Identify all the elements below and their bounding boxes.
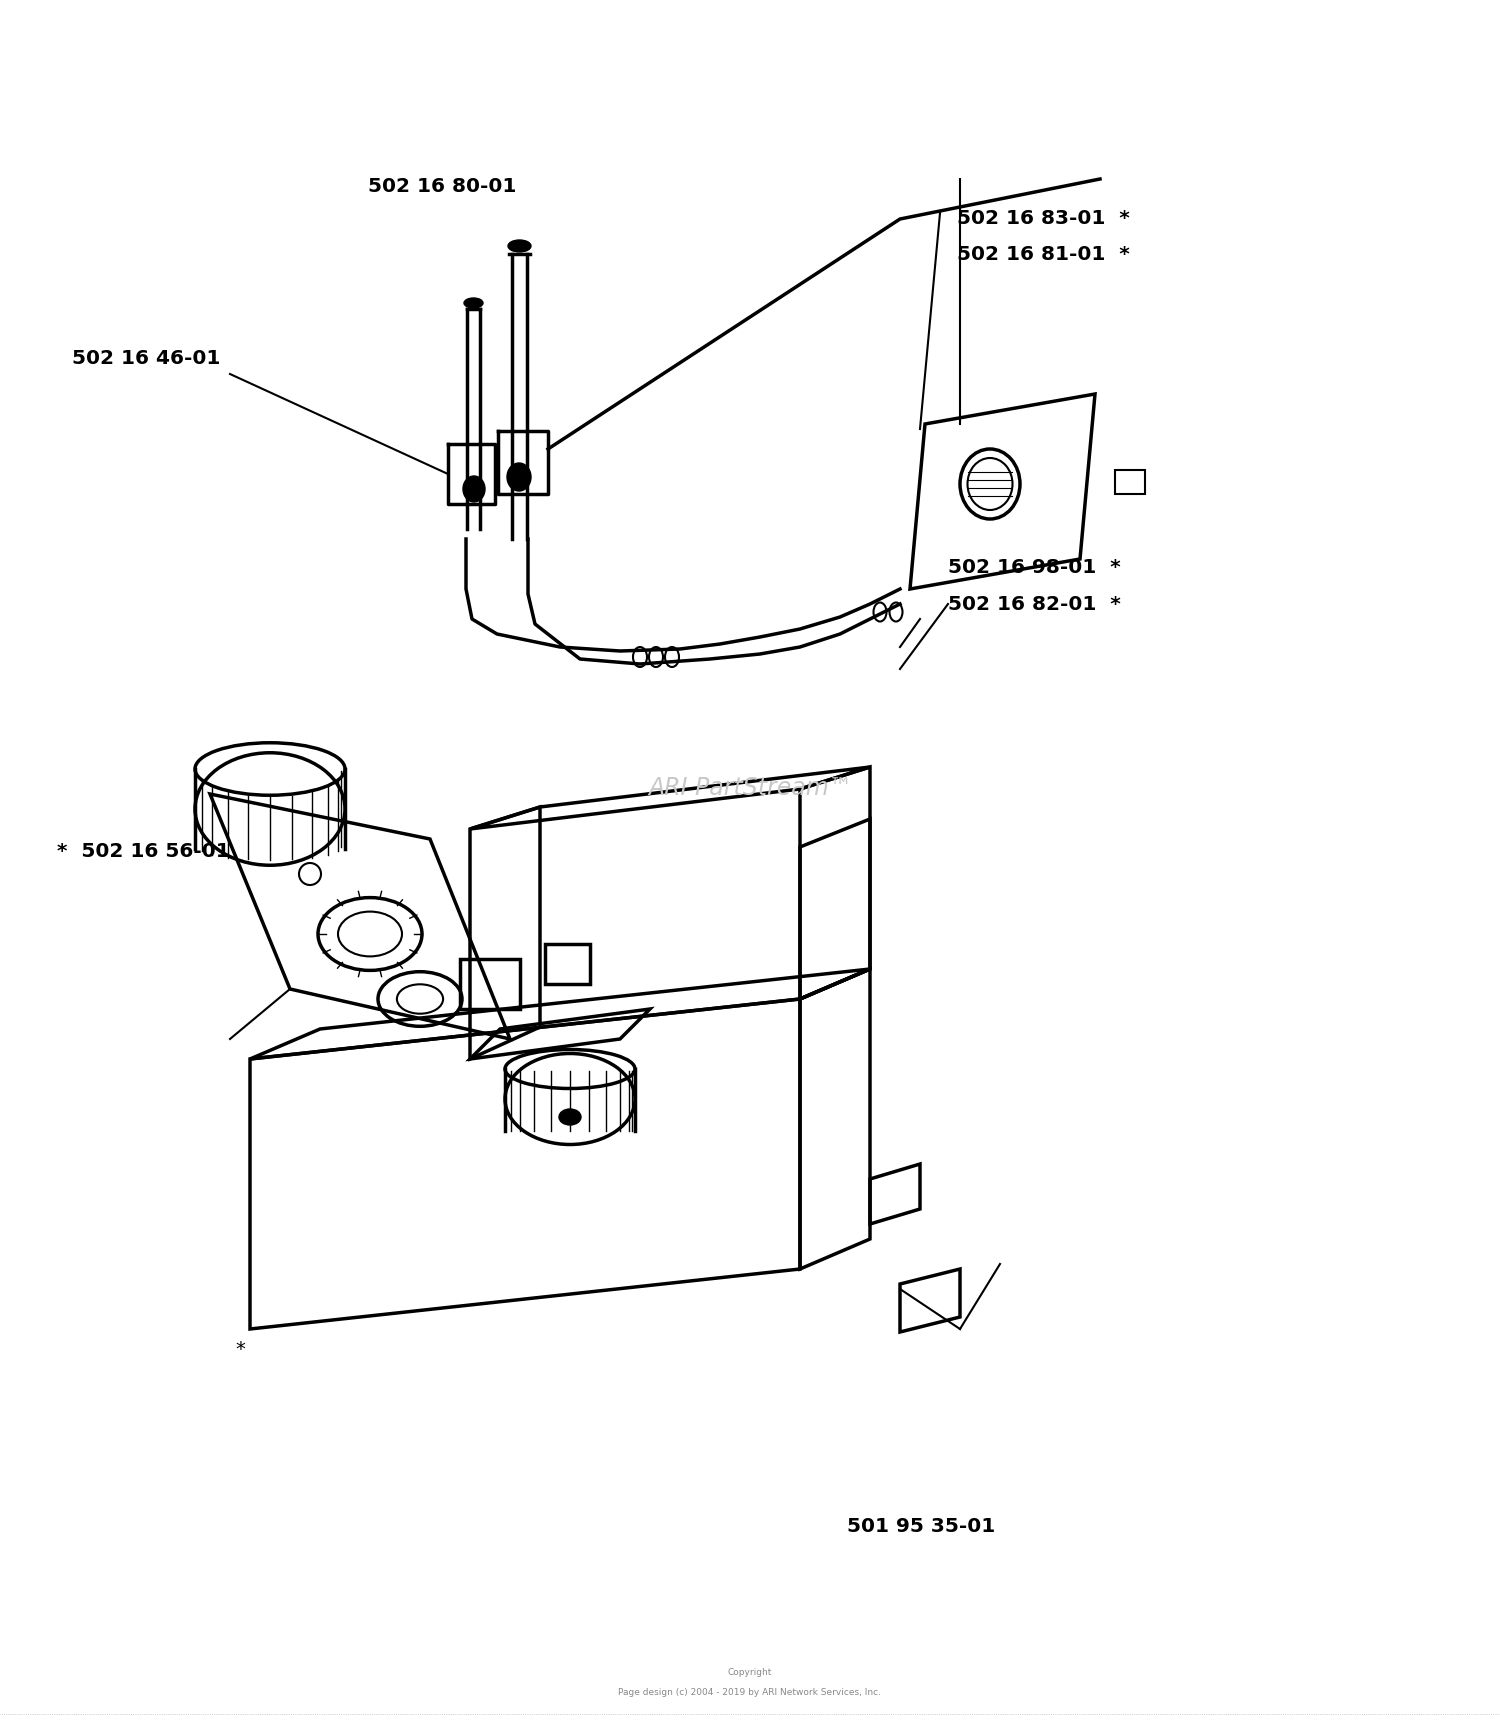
Ellipse shape: [560, 1109, 580, 1124]
Text: 502 16 81-01  *: 502 16 81-01 *: [957, 246, 1130, 263]
Ellipse shape: [509, 240, 531, 253]
Text: ARI PartStream™: ARI PartStream™: [648, 775, 852, 799]
Text: 502 16 46-01: 502 16 46-01: [72, 349, 220, 367]
Text: 502 16 80-01: 502 16 80-01: [368, 178, 516, 195]
Text: 502 16 83-01  *: 502 16 83-01 *: [957, 209, 1130, 227]
Ellipse shape: [464, 299, 483, 310]
Text: 502 16 98-01  *: 502 16 98-01 *: [948, 559, 1120, 576]
Text: *: *: [236, 1339, 244, 1358]
Text: Copyright: Copyright: [728, 1666, 772, 1676]
Text: Page design (c) 2004 - 2019 by ARI Network Services, Inc.: Page design (c) 2004 - 2019 by ARI Netwo…: [618, 1687, 882, 1697]
Text: 502 16 82-01  *: 502 16 82-01 *: [948, 595, 1120, 612]
Ellipse shape: [507, 464, 531, 491]
Ellipse shape: [464, 477, 484, 503]
Text: *  502 16 56-01: * 502 16 56-01: [57, 843, 230, 860]
Text: 501 95 35-01: 501 95 35-01: [847, 1517, 996, 1535]
